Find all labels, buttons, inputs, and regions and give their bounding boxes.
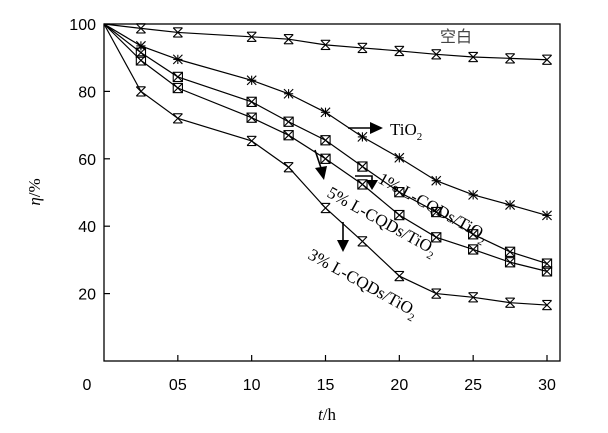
series-label-blank: 空白 — [440, 27, 472, 46]
data-point — [246, 135, 257, 147]
data-point — [357, 236, 368, 247]
data-point — [320, 135, 331, 146]
data-point — [394, 152, 405, 163]
x-axis-title: t/h — [318, 405, 336, 424]
data-point — [135, 23, 146, 34]
y-axis-symbol: η — [25, 197, 44, 205]
data-point — [283, 88, 294, 99]
data-point — [320, 107, 331, 118]
arrow-3pct — [337, 222, 349, 252]
data-point — [357, 131, 368, 142]
plot-frame — [103, 23, 561, 362]
y-tick-label: 60 — [78, 152, 96, 169]
data-point — [431, 206, 442, 218]
data-point — [246, 31, 257, 42]
data-point — [505, 199, 516, 210]
data-point — [320, 153, 331, 164]
x-tick-label: 10 — [243, 377, 261, 394]
data-point — [468, 189, 479, 200]
data-point — [431, 49, 442, 60]
series-line-1 — [103, 23, 548, 216]
data-point — [172, 27, 183, 38]
data-point — [357, 161, 368, 172]
data-point — [542, 299, 552, 311]
data-point — [394, 270, 405, 282]
series-label-3pct-main: 3% L-CQDs/TiO — [305, 245, 417, 318]
data-point — [246, 75, 257, 86]
y-tick-label: 20 — [78, 287, 96, 304]
data-point — [394, 209, 405, 221]
plot-area: 20 40 60 80 100 0 05 10 15 20 25 30 — [69, 17, 561, 394]
series-label-1pct-sub: 2 — [475, 235, 486, 248]
data-point — [172, 54, 183, 65]
arrow-tio2 — [348, 122, 383, 134]
series-label-5pct-sub: 2 — [424, 249, 435, 262]
x-axis-symbol: t — [318, 405, 324, 424]
y-tick-label: 80 — [78, 84, 96, 101]
x-tick-label: 15 — [317, 377, 335, 394]
data-point — [357, 179, 368, 190]
series-label-tio2-sub: 2 — [417, 131, 423, 143]
data-point — [468, 244, 479, 255]
data-point — [172, 113, 183, 124]
series-label-3pct: 3% L-CQDs/TiO2 — [303, 245, 421, 324]
y-tick-label: 40 — [78, 219, 96, 236]
data-point — [504, 246, 516, 257]
series-line-0 — [103, 23, 548, 61]
data-point — [468, 292, 479, 303]
data-point — [541, 266, 553, 277]
y-axis-title: η/% — [25, 178, 44, 205]
y-axis-unit: /% — [25, 178, 44, 197]
data-point — [505, 297, 516, 308]
data-point — [394, 187, 405, 198]
x-tick-label: 05 — [169, 377, 187, 394]
data-point — [172, 82, 183, 94]
data-point — [283, 34, 294, 45]
data-point — [246, 112, 257, 123]
x-tick-label: 0 — [83, 377, 92, 394]
data-point — [246, 96, 257, 107]
series-label-tio2: TiO2 — [390, 120, 422, 143]
x-axis-unit: /h — [323, 405, 337, 424]
data-point — [431, 288, 442, 299]
series-label-3pct-sub: 2 — [405, 311, 416, 324]
series-label-tio2-main: TiO — [390, 120, 417, 139]
x-tick-label: 30 — [538, 377, 556, 394]
data-point — [320, 202, 331, 214]
data-point — [283, 162, 294, 173]
data-point — [431, 175, 442, 186]
data-point — [431, 232, 442, 243]
data-point — [468, 229, 479, 240]
data-point — [283, 130, 294, 141]
series-line-3 — [103, 23, 548, 272]
data-point — [320, 39, 331, 51]
data-point — [505, 53, 516, 64]
data-point — [172, 71, 183, 83]
data-point — [504, 257, 516, 268]
data-point — [468, 51, 479, 63]
arrow-5pct — [314, 149, 327, 180]
data-point — [283, 116, 294, 127]
series-line-2 — [103, 23, 548, 265]
data-point — [135, 86, 146, 97]
arrow-1pct — [355, 175, 378, 190]
data-point — [542, 54, 552, 65]
data-point — [135, 55, 147, 66]
x-tick-label: 20 — [390, 377, 408, 394]
y-tick-label: 100 — [69, 17, 96, 34]
data-point — [357, 42, 368, 54]
x-tick-label: 25 — [464, 377, 482, 394]
data-point — [394, 45, 405, 57]
data-point — [542, 210, 552, 221]
series-line-4 — [103, 23, 548, 306]
